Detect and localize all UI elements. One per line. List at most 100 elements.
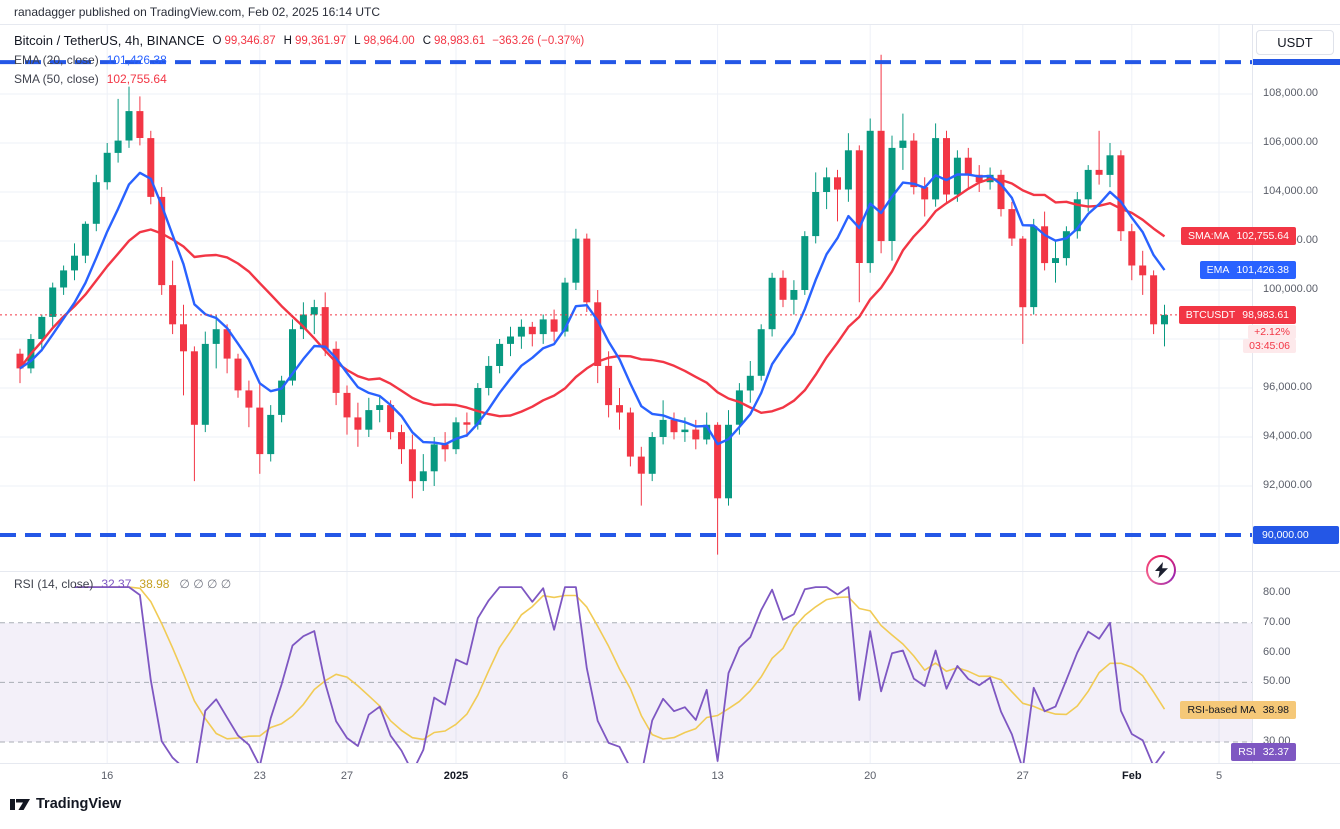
candle-body <box>496 343 504 366</box>
candle-body <box>746 375 754 391</box>
candle-body <box>1030 226 1038 308</box>
bar-countdown-badge: 03:45:06 <box>1243 339 1296 353</box>
candle-body <box>997 174 1005 210</box>
candle-body <box>899 140 907 148</box>
rsi-axis-label: 80.00 <box>1263 586 1291 598</box>
tradingview-logo-text: TradingView <box>36 796 122 812</box>
candle-body <box>910 140 918 188</box>
time-scale[interactable]: 16 23 27 2025 6 13 20 27 Feb 5 <box>0 763 1340 791</box>
currency-unit-button[interactable]: USDT <box>1256 30 1334 55</box>
candle-body <box>757 329 765 376</box>
candle-body <box>823 177 831 192</box>
candle-body <box>975 174 983 183</box>
candle-body <box>463 422 471 425</box>
rsi-axis-badge-label: RSI <box>1238 746 1256 758</box>
close-value: 98,983.61 <box>434 34 486 47</box>
candle-body <box>659 419 667 437</box>
rsi-legend-value: 32.37 <box>101 577 132 591</box>
candle-body <box>60 270 68 288</box>
candle-body <box>71 255 78 271</box>
symbol-legend[interactable]: Bitcoin / TetherUS, 4h, BINANCE O 99,346.… <box>14 31 584 50</box>
rsi-chart-canvas[interactable] <box>0 572 1252 763</box>
candle-body <box>605 365 613 406</box>
candle-body <box>834 177 841 190</box>
candle-body <box>681 429 689 433</box>
rsi-legend[interactable]: RSI (14, close) 32.37 38.98 ∅ ∅ ∅ ∅ <box>14 577 231 591</box>
candle-body <box>256 407 264 455</box>
rsi-line <box>74 586 1166 763</box>
candle-body <box>1161 314 1168 325</box>
flash-button[interactable] <box>1146 555 1176 585</box>
published-note: ranadagger published on TradingView.com,… <box>14 5 381 19</box>
candle-body <box>703 424 711 440</box>
candle-body <box>419 471 427 482</box>
price-change-badge: +2.12% <box>1248 325 1296 339</box>
ema-line <box>19 171 1166 446</box>
candle-body <box>812 192 820 237</box>
rsi-ma-line <box>74 586 1166 741</box>
candle-body <box>866 130 874 264</box>
candle-body <box>1139 265 1147 276</box>
candle-body <box>169 285 177 325</box>
rsi-scale[interactable]: 80.00 70.00 60.00 50.00 30.00 <box>1252 572 1340 763</box>
candle-body <box>561 282 569 332</box>
price-axis-label: 106,000.00 <box>1263 136 1319 148</box>
time-axis-label: 13 <box>711 770 724 782</box>
resistance-line-axis-badge <box>1253 59 1340 65</box>
candle-body <box>844 150 852 190</box>
candle-body <box>768 277 776 330</box>
rsi-ma-axis-badge-label: RSI-based MA <box>1187 704 1256 716</box>
candle-body <box>212 329 220 344</box>
sma-legend[interactable]: SMA (50, close) 102,755.64 <box>14 69 584 88</box>
sma-legend-label: SMA (50, close) <box>14 71 99 86</box>
candle-body <box>1073 199 1081 232</box>
candle-body <box>616 405 623 413</box>
low-value: 98,964.00 <box>363 34 415 47</box>
candle-body <box>278 380 286 415</box>
time-axis-label: 20 <box>864 770 877 782</box>
candle-body <box>125 111 133 141</box>
candle-body <box>517 326 525 337</box>
candle-body <box>234 358 242 391</box>
chart-top-border <box>0 24 1340 25</box>
time-axis-label: 16 <box>101 770 114 782</box>
rsi-ma-axis-badge: RSI-based MA 38.98 <box>1180 701 1296 719</box>
last-price-axis-badge: BTCUSDT 98,983.61 <box>1178 306 1296 324</box>
rsi-axis-label: 60.00 <box>1263 645 1291 658</box>
price-chart-canvas[interactable] <box>0 24 1252 572</box>
candle-body <box>180 324 187 352</box>
candle-body <box>136 111 144 138</box>
time-axis-label: 27 <box>1016 770 1029 782</box>
candle-body <box>49 287 57 317</box>
candle-body <box>714 424 722 499</box>
candle-body <box>921 187 929 200</box>
price-axis-label: 92,000.00 <box>1263 479 1312 491</box>
price-scale[interactable]: 108,000.00106,000.00104,000.00102,000.00… <box>1252 24 1340 572</box>
candle-body <box>299 314 307 330</box>
time-axis-label: 23 <box>253 770 266 782</box>
rsi-ma-legend-value: 38.98 <box>139 577 170 591</box>
candle-body <box>507 336 514 344</box>
candle-body <box>387 405 395 433</box>
support-level-axis-badge: 90,000.00 <box>1253 526 1339 544</box>
price-axis-label: 104,000.00 <box>1263 185 1319 197</box>
tradingview-attribution[interactable]: TradingView <box>10 796 121 812</box>
ema-legend-label: EMA (20, close) <box>14 52 99 67</box>
candle-body <box>343 392 351 418</box>
candle-body <box>310 307 318 315</box>
candle-body <box>539 319 547 335</box>
candle-body <box>201 343 209 425</box>
open-label: O <box>212 34 222 47</box>
price-axis-label: 100,000.00 <box>1263 283 1319 295</box>
ema-legend[interactable]: EMA (20, close) 101,426.38 <box>14 50 584 69</box>
ema-axis-badge-value: 101,426.38 <box>1236 264 1289 276</box>
candle-body <box>801 236 809 290</box>
candle-body <box>158 196 166 286</box>
sma-line <box>19 177 1166 418</box>
candle-body <box>943 138 950 195</box>
candle-body <box>790 290 798 300</box>
candle-body <box>1052 258 1059 263</box>
high-label: H <box>283 34 292 47</box>
rsi-axis-badge-value: 32.37 <box>1262 746 1289 758</box>
